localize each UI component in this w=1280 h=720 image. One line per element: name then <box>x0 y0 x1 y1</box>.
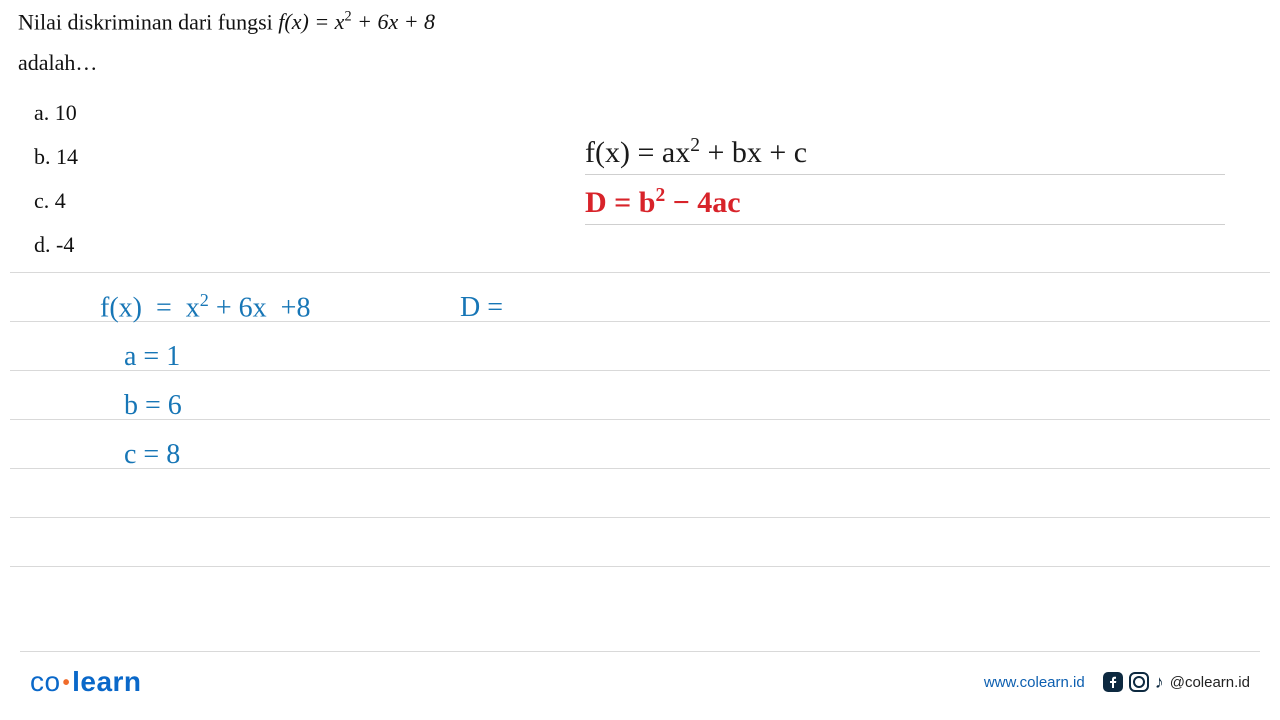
work-b: b = 6 <box>100 390 182 422</box>
formula-discriminant: D = b2 − 4ac <box>585 175 1225 225</box>
footer-url[interactable]: www.colearn.id <box>984 674 1085 691</box>
rule-line <box>10 566 1270 615</box>
logo-dot-icon: • <box>61 672 73 694</box>
option-b[interactable]: b. 14 <box>34 144 78 170</box>
work-row-fx: f(x) = x2 + 6x +8 <box>100 283 310 332</box>
social-icons: ♪ @colearn.id <box>1103 672 1250 693</box>
question-prefix: Nilai diskriminan dari fungsi <box>18 9 278 34</box>
work-row-a: a = 1 <box>100 332 310 381</box>
footer-handle: @colearn.id <box>1170 674 1250 691</box>
facebook-icon[interactable] <box>1103 672 1123 692</box>
footer-right: www.colearn.id ♪ @colearn.id <box>984 672 1250 693</box>
question-line1: Nilai diskriminan dari fungsi f(x) = x2 … <box>18 9 435 35</box>
work-a: a = 1 <box>100 341 180 373</box>
formula-general-form: f(x) = ax2 + bx + c <box>585 125 1225 175</box>
work-fx: f(x) = x2 + 6x +8 <box>100 290 310 324</box>
work-c: c = 8 <box>100 439 180 471</box>
tiktok-icon[interactable]: ♪ <box>1155 672 1164 693</box>
work-row-c: c = 8 <box>100 430 310 479</box>
option-d[interactable]: d. -4 <box>34 232 78 258</box>
question-fx: f(x) = x2 + 6x + 8 <box>278 9 435 34</box>
colearn-logo: co•learn <box>30 666 142 698</box>
footer-rule <box>20 651 1260 652</box>
formula-fx: f(x) = ax2 + bx + c <box>585 135 807 170</box>
instagram-icon[interactable] <box>1129 672 1149 692</box>
work-row-b: b = 6 <box>100 381 310 430</box>
option-a[interactable]: a. 10 <box>34 100 78 126</box>
work-area: f(x) = x2 + 6x +8 a = 1 b = 6 c = 8 <box>100 283 310 479</box>
formula-d: D = b2 − 4ac <box>585 185 741 220</box>
page: Nilai diskriminan dari fungsi f(x) = x2 … <box>0 0 1280 720</box>
option-c[interactable]: c. 4 <box>34 188 78 214</box>
formula-box: f(x) = ax2 + bx + c D = b2 − 4ac <box>585 125 1225 225</box>
question-line2: adalah… <box>18 50 97 76</box>
rule-line <box>10 517 1270 566</box>
footer: co•learn www.colearn.id ♪ @colearn.id <box>0 662 1280 702</box>
options-list: a. 10 b. 14 c. 4 d. -4 <box>34 100 78 276</box>
work-d-label: D = <box>460 283 503 332</box>
